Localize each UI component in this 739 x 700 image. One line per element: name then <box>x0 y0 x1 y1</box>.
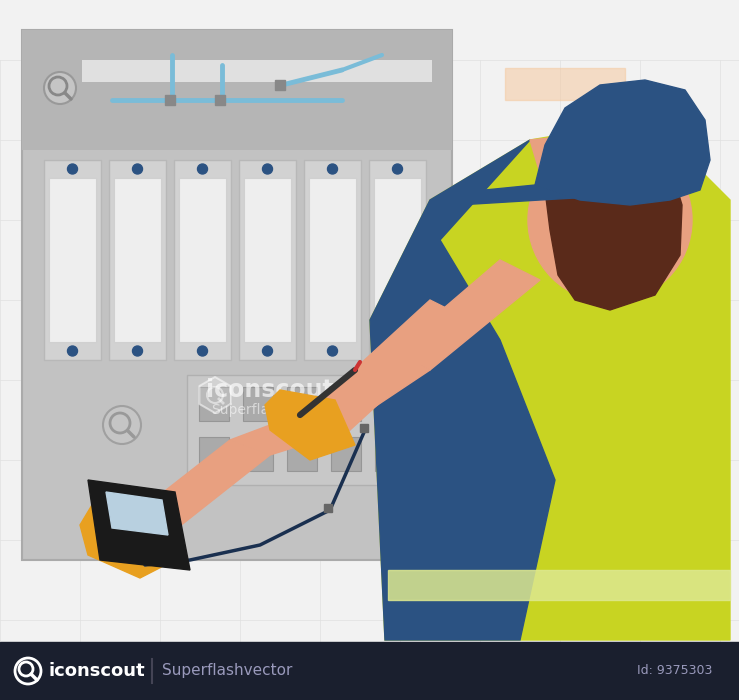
Bar <box>243 387 273 421</box>
Circle shape <box>327 346 338 356</box>
Circle shape <box>528 138 692 302</box>
Polygon shape <box>200 377 231 413</box>
Circle shape <box>67 346 78 356</box>
Polygon shape <box>530 135 595 190</box>
Circle shape <box>103 406 141 444</box>
Circle shape <box>67 164 78 174</box>
Bar <box>30 520 135 544</box>
Bar <box>165 95 175 105</box>
Circle shape <box>327 164 338 174</box>
Bar <box>375 387 405 421</box>
Bar <box>540 430 640 458</box>
Bar <box>109 160 166 360</box>
Polygon shape <box>370 140 555 640</box>
Bar <box>179 178 226 342</box>
Bar <box>22 30 452 560</box>
Bar <box>331 437 361 471</box>
Text: Id: 9375303: Id: 9375303 <box>636 664 712 678</box>
Bar <box>82 60 432 82</box>
Bar <box>22 30 452 150</box>
Polygon shape <box>230 410 350 455</box>
Bar <box>309 178 356 342</box>
Bar <box>304 160 361 360</box>
Text: iconscout: iconscout <box>206 378 334 402</box>
Bar <box>215 95 225 105</box>
Bar <box>490 580 610 602</box>
Bar <box>174 160 231 360</box>
Polygon shape <box>88 480 190 570</box>
Text: iconscout: iconscout <box>48 662 145 680</box>
Polygon shape <box>106 492 168 535</box>
Bar <box>369 160 426 360</box>
Circle shape <box>262 346 273 356</box>
Bar <box>244 178 291 342</box>
Polygon shape <box>395 260 540 370</box>
Polygon shape <box>370 120 730 640</box>
Circle shape <box>392 346 403 356</box>
Circle shape <box>262 164 273 174</box>
Polygon shape <box>388 570 730 600</box>
Bar <box>360 424 368 432</box>
Bar <box>243 437 273 471</box>
Bar <box>375 437 405 471</box>
Polygon shape <box>310 350 430 430</box>
Bar <box>187 375 422 485</box>
Bar <box>199 437 229 471</box>
Bar <box>199 387 229 421</box>
Circle shape <box>132 346 143 356</box>
Circle shape <box>392 164 403 174</box>
Circle shape <box>197 346 208 356</box>
Polygon shape <box>310 300 470 430</box>
Polygon shape <box>265 390 355 460</box>
Polygon shape <box>545 138 682 310</box>
Circle shape <box>132 164 143 174</box>
Bar <box>287 387 317 421</box>
Circle shape <box>197 164 208 174</box>
Bar <box>44 160 101 360</box>
Bar <box>324 504 332 512</box>
Bar <box>287 437 317 471</box>
Polygon shape <box>535 80 710 205</box>
Text: Superflashvector: Superflashvector <box>162 664 293 678</box>
Bar <box>331 387 361 421</box>
Bar <box>114 178 161 342</box>
Bar <box>0 642 739 700</box>
Bar <box>49 178 96 342</box>
Polygon shape <box>138 440 270 530</box>
Text: Superflashvector: Superflashvector <box>211 403 329 417</box>
Bar <box>239 160 296 360</box>
Bar <box>275 80 285 90</box>
Bar <box>505 68 625 100</box>
Polygon shape <box>458 185 575 205</box>
Bar <box>374 178 421 342</box>
Polygon shape <box>80 500 175 578</box>
Circle shape <box>44 72 76 104</box>
